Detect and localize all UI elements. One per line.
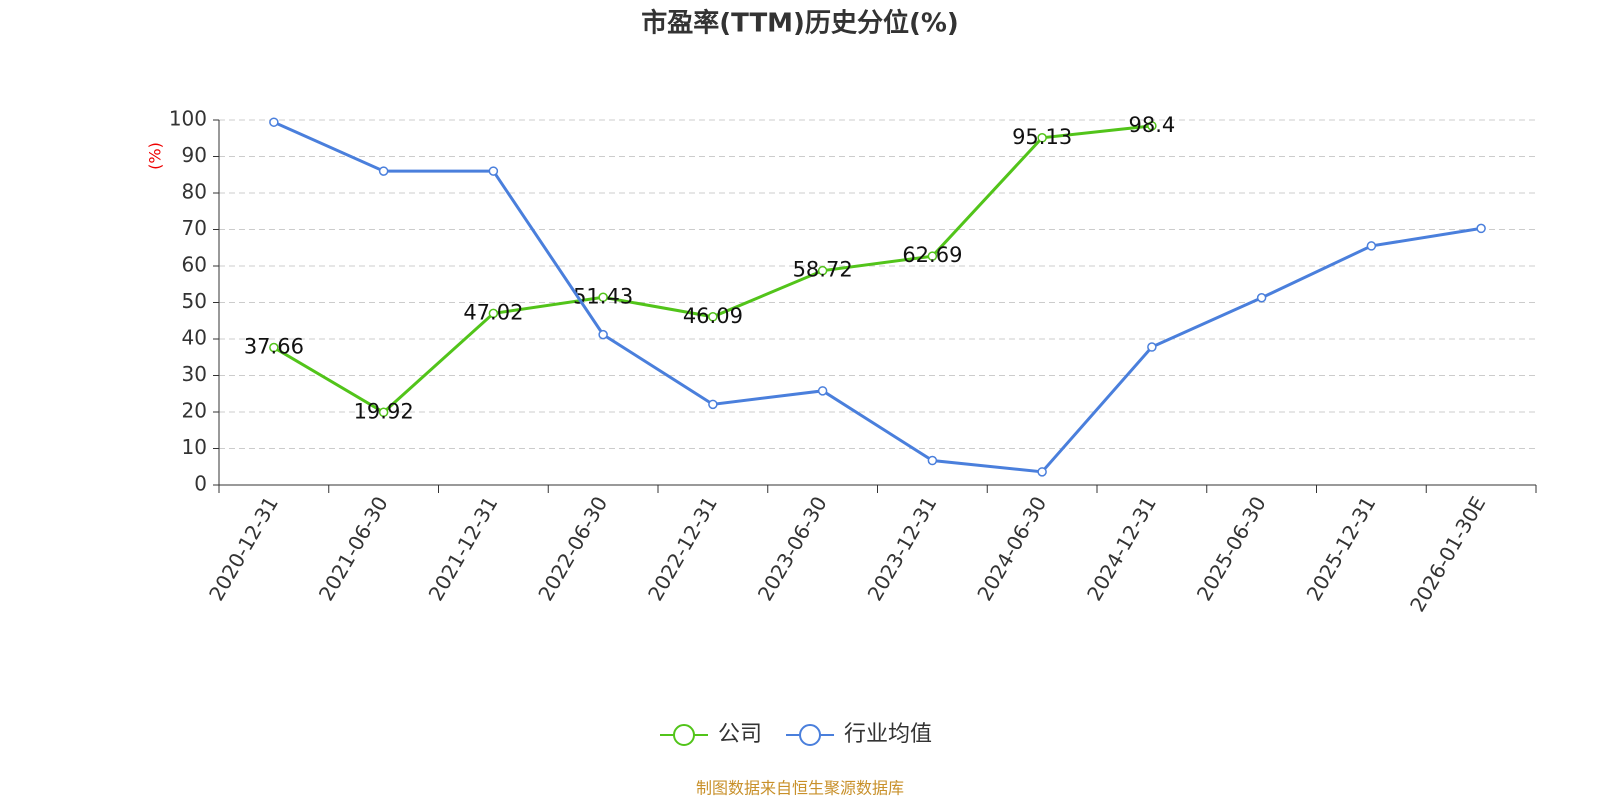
data-label: 19.92 [354,399,414,423]
y-tick-label: 60 [182,253,207,277]
y-tick-label: 20 [182,399,207,423]
y-tick-label: 50 [182,289,207,313]
legend-marker [673,724,695,746]
data-point [1037,133,1047,143]
data-point [488,308,499,319]
data-label: 95.13 [1012,125,1072,149]
x-tick-label: 2023-06-30 [753,492,832,605]
data-point [1037,467,1047,477]
data-point [1366,241,1377,251]
y-tick-label: 0 [194,472,207,496]
source-note: 制图数据来自恒生聚源数据库 [696,779,904,798]
y-tick-label: 100 [169,107,207,131]
x-tick-label: 2022-06-30 [533,492,612,605]
data-point [598,329,608,340]
data-label: 46.09 [683,304,743,328]
data-label: 98.4 [1128,113,1175,137]
data-point [378,166,389,176]
legend-marker [799,724,822,746]
legend-label: 公司 [718,722,762,747]
y-tick-label: 10 [182,435,207,459]
x-tick-label: 2021-06-30 [314,492,393,605]
data-point [1256,293,1267,303]
y-tick-label: 30 [182,362,207,386]
data-point [1147,121,1157,131]
data-label: 62.69 [902,243,962,267]
data-point [708,312,718,322]
data-point [817,386,828,396]
data-point [269,117,279,127]
data-point [598,292,608,303]
data-label: 58.72 [793,258,853,282]
data-point [927,455,938,466]
y-tick-label: 80 [182,180,207,204]
x-tick-label: 2020-12-31 [204,492,283,605]
y-axis-label: (%) [146,142,165,170]
legend-label: 行业均值 [844,722,932,747]
data-point [488,166,499,176]
y-tick-label: 70 [182,216,207,240]
data-point [378,407,389,418]
data-point [1476,223,1486,234]
data-label: 37.66 [244,335,304,359]
x-tick-label: 2024-12-31 [1082,492,1161,605]
x-tick-label: 2023-12-31 [863,492,942,605]
x-tick-label: 2025-06-30 [1192,492,1271,605]
y-tick-label: 90 [182,143,207,167]
series-line [273,124,1153,415]
data-point [708,399,718,410]
x-tick-label: 2024-06-30 [972,492,1051,605]
x-tick-label: 2026-01-30E [1405,492,1490,616]
chart-title: 市盈率(TTM)历史分位(%) [641,8,959,39]
data-point [927,251,938,261]
x-tick-label: 2025-12-31 [1302,492,1381,605]
x-tick-label: 2022-12-31 [643,492,722,605]
y-tick-label: 40 [182,326,207,350]
data-point [1147,342,1157,352]
series-line [273,120,1482,474]
data-point [817,265,828,276]
x-tick-label: 2021-12-31 [424,492,503,605]
data-label: 47.02 [463,300,523,324]
data-point [269,342,279,353]
